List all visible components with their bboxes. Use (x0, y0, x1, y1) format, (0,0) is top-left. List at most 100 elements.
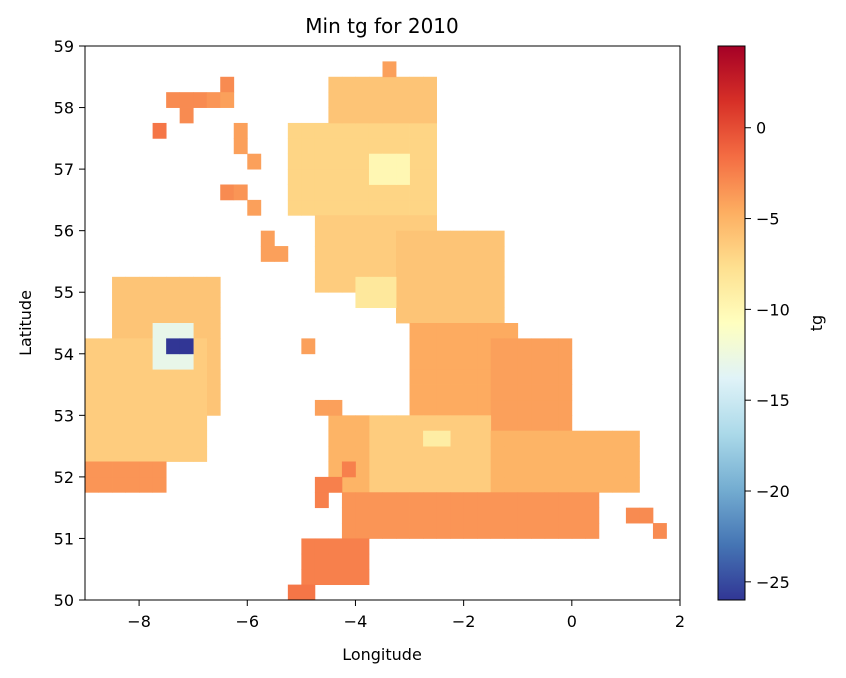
heatmap-cell (368, 215, 383, 232)
heatmap-cell (558, 492, 573, 509)
heatmap-cell (206, 292, 221, 309)
heatmap-cell (328, 92, 343, 108)
heatmap-cell (558, 338, 573, 355)
heatmap-cell (328, 153, 343, 170)
heatmap-cell (436, 430, 451, 447)
colorbar-tick-label: −10 (756, 300, 790, 319)
heatmap-cell (531, 476, 546, 493)
heatmap-cell (112, 476, 126, 493)
heatmap-cell (206, 323, 221, 339)
heatmap-cell (152, 323, 167, 339)
heatmap-cell (558, 523, 573, 539)
heatmap-cell (382, 230, 397, 247)
heatmap-cell (558, 369, 573, 385)
heatmap-cell (233, 184, 248, 201)
heatmap-cell (396, 230, 410, 247)
heatmap-cell (504, 415, 519, 432)
heatmap-cell (85, 476, 99, 493)
heatmap-cell (625, 507, 640, 524)
heatmap-cell (652, 523, 667, 539)
heatmap-cell (355, 446, 370, 462)
heatmap-cell (463, 523, 478, 539)
heatmap-cell (301, 184, 316, 201)
heatmap-cell (396, 492, 410, 509)
heatmap-cell (409, 446, 424, 462)
heatmap-cell (179, 353, 194, 370)
heatmap-cell (544, 415, 559, 432)
heatmap-cell (301, 169, 316, 185)
heatmap-cell (193, 430, 208, 447)
heatmap-cell (301, 553, 316, 570)
heatmap-cell (585, 523, 600, 539)
heatmap-cell (287, 184, 302, 201)
heatmap-cell (166, 353, 181, 370)
heatmap-cell (355, 230, 370, 247)
heatmap-cell (179, 399, 194, 416)
heatmap-cell (531, 353, 546, 370)
heatmap-cell (531, 384, 546, 401)
heatmap-cell (517, 415, 532, 432)
heatmap-cell (98, 461, 113, 478)
heatmap-cell (396, 76, 410, 93)
x-tick-label: −6 (235, 612, 259, 631)
heatmap-cell (544, 399, 559, 416)
heatmap-cell (341, 92, 356, 108)
heatmap-cell (463, 292, 478, 309)
heatmap-cell (328, 476, 343, 493)
heatmap-cell (382, 292, 397, 309)
heatmap-cell (463, 307, 478, 324)
heatmap-cell (98, 476, 113, 493)
heatmap-cell (193, 384, 208, 401)
heatmap-cell (531, 507, 546, 524)
heatmap-cell (517, 523, 532, 539)
heatmap-cell (490, 523, 505, 539)
heatmap-cell (125, 276, 140, 293)
heatmap-cell (423, 492, 437, 509)
heatmap-cell (314, 246, 329, 262)
heatmap-cell (220, 184, 235, 201)
heatmap-cell (504, 446, 519, 462)
heatmap-cell (166, 307, 181, 324)
y-tick-label: 59 (54, 37, 74, 56)
heatmap-cell (328, 538, 343, 555)
heatmap-cell (314, 538, 329, 555)
heatmap-cell (436, 323, 451, 339)
heatmap-cell (409, 76, 424, 93)
heatmap-cell (382, 430, 397, 447)
heatmap-cell (598, 446, 613, 462)
heatmap-cell (368, 246, 383, 262)
heatmap-cell (355, 538, 370, 555)
y-tick-label: 55 (54, 283, 74, 302)
heatmap-cell (274, 246, 289, 262)
heatmap-cell (450, 461, 465, 478)
heatmap-cell (477, 507, 492, 524)
heatmap-cell (341, 153, 356, 170)
heatmap-cell (517, 492, 532, 509)
heatmap-cell (193, 399, 208, 416)
heatmap-cell (301, 122, 316, 139)
heatmap-cell (423, 476, 437, 493)
heatmap-cell (598, 430, 613, 447)
heatmap-cell (558, 430, 573, 447)
heatmap-cell (368, 430, 383, 447)
heatmap-cell (206, 399, 221, 416)
colorbar-gradient (717, 45, 746, 601)
heatmap-cell (450, 523, 465, 539)
heatmap-cell (625, 461, 640, 478)
heatmap-cell (450, 369, 465, 385)
heatmap-cell (98, 353, 113, 370)
heatmap-cell (233, 138, 248, 155)
heatmap-cell (382, 107, 397, 124)
heatmap-cell (382, 61, 397, 78)
x-axis-label: Longitude (342, 645, 422, 664)
heatmap-cell (314, 138, 329, 155)
heatmap-cell (355, 169, 370, 185)
heatmap-cell (166, 323, 181, 339)
heatmap-cell (612, 430, 627, 447)
heatmap-cell (355, 92, 370, 108)
heatmap-cell (85, 369, 99, 385)
heatmap-cell (328, 215, 343, 232)
heatmap-cell (517, 353, 532, 370)
plot-frame (84, 45, 681, 601)
heatmap-cell (341, 569, 356, 586)
